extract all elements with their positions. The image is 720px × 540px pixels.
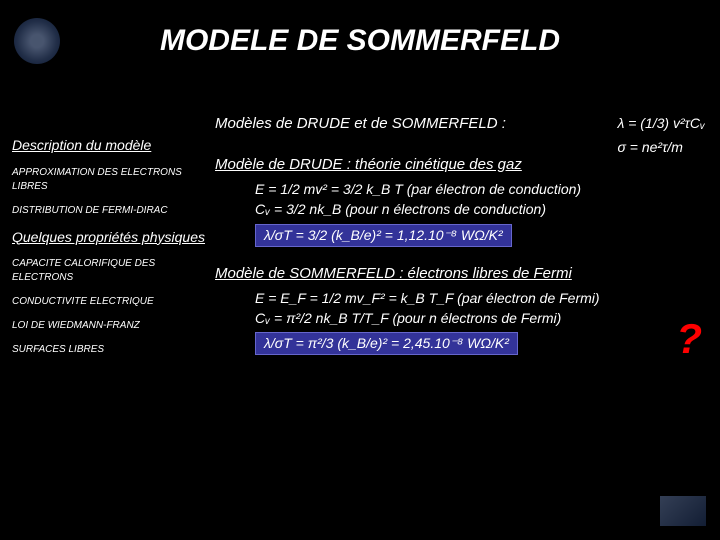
drude-result-box: λ/σT = 3/2 (k_B/e)² = 1,12.10⁻⁸ WΩ/K² xyxy=(255,224,512,247)
sidebar-item-conductivity[interactable]: CONDUCTIVITE ELECTRIQUE xyxy=(12,295,207,309)
sommerfeld-heading: Modèle de SOMMERFELD : électrons libres … xyxy=(215,265,710,282)
sidebar-item-approximation[interactable]: APPROXIMATION DES ELECTRONS LIBRES xyxy=(12,166,207,194)
decorative-bottom-icon xyxy=(660,496,706,526)
sidebar-section-properties[interactable]: Quelques propriétés physiques xyxy=(12,228,207,248)
question-mark: ? xyxy=(676,315,702,363)
sidebar-item-surfaces[interactable]: SURFACES LIBRES xyxy=(12,343,207,357)
drude-formula-e: E = 1/2 mv² = 3/2 k_B T (par électron de… xyxy=(255,179,710,199)
content-area: Modèles de DRUDE et de SOMMERFELD : λ = … xyxy=(215,115,710,355)
sidebar-item-wiedmann[interactable]: LOI DE WIEDMANN-FRANZ xyxy=(12,319,207,333)
sidebar: Description du modèle APPROXIMATION DES … xyxy=(12,130,207,367)
sidebar-item-capacity[interactable]: CAPACITE CALORIFIQUE DES ELECTRONS xyxy=(12,257,207,285)
eq-lambda: λ = (1/3) v²τCᵥ xyxy=(617,112,705,136)
somm-result-box: λ/σT = π²/3 (k_B/e)² = 2,45.10⁻⁸ WΩ/K² xyxy=(255,332,518,355)
sidebar-item-distribution[interactable]: DISTRIBUTION DE FERMI-DIRAC xyxy=(12,204,207,218)
somm-formula-cv: Cᵥ = π²/2 nk_B T/T_F (pour n électrons d… xyxy=(255,308,710,328)
page-title: MODELE DE SOMMERFELD xyxy=(0,24,720,58)
drude-formula-cv: Cᵥ = 3/2 nk_B (pour n électrons de condu… xyxy=(255,199,710,219)
eq-sigma: σ = ne²τ/m xyxy=(617,136,705,160)
somm-formula-e: E = E_F = 1/2 mv_F² = k_B T_F (par élect… xyxy=(255,288,710,308)
slide: { "title": "MODELE DE SOMMERFELD", "side… xyxy=(0,0,720,540)
sidebar-section-description[interactable]: Description du modèle xyxy=(12,136,207,156)
equations-right: λ = (1/3) v²τCᵥ σ = ne²τ/m xyxy=(617,112,705,160)
